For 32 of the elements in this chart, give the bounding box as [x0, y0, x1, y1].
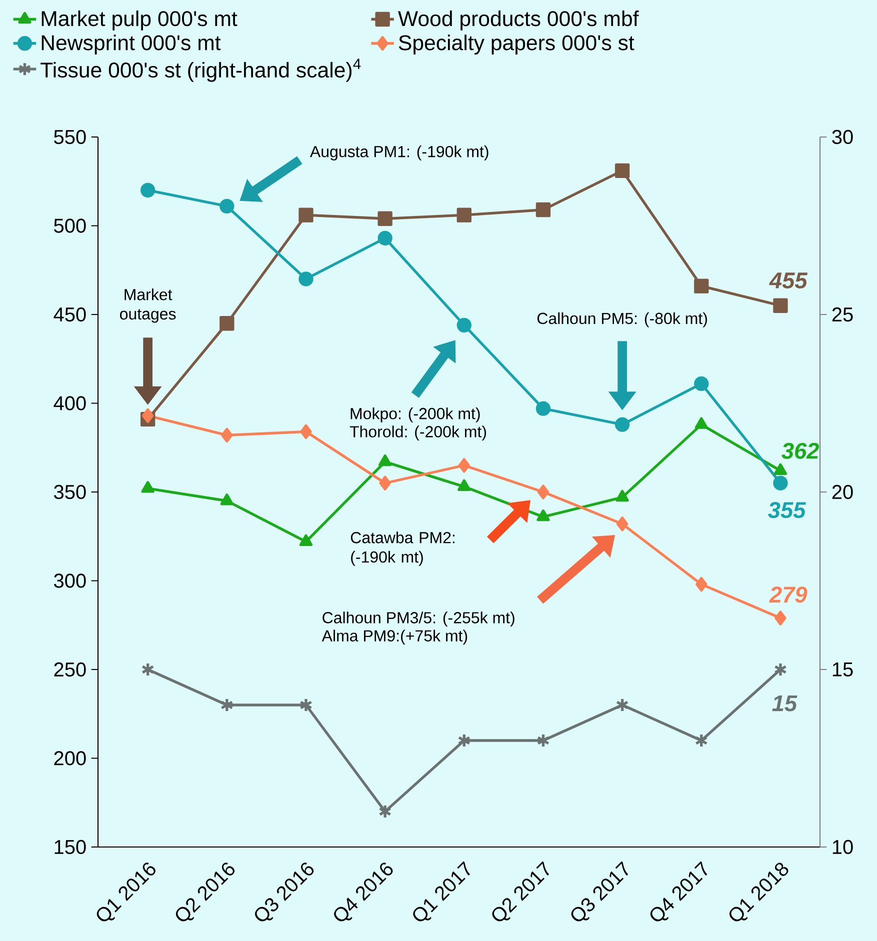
annotation: Thorold: (-200k mt): [350, 426, 486, 441]
y-tick-label: 150: [54, 840, 86, 854]
annotation: Calhoun PM3/5: (-255k mt): [322, 612, 514, 627]
annotation: Alma PM9:(+75k mt): [322, 630, 468, 645]
data-label: 362: [782, 442, 820, 459]
y-tick-label: 250: [54, 662, 86, 677]
annotation: Calhoun PM5: (-80k mt): [537, 312, 707, 328]
annotation: Mokpo: (-200k mt): [350, 408, 480, 422]
y-tick-label: 450: [54, 307, 86, 322]
data-label: 279: [769, 586, 808, 603]
y-tick-label: 550: [54, 130, 86, 144]
y-tick-label: 300: [54, 574, 86, 588]
y-tick-label: 350: [54, 484, 86, 500]
data-label: 455: [769, 272, 808, 288]
data-label: 355: [768, 502, 806, 518]
legend-label: Market pulp 000's mt: [42, 10, 238, 30]
y2-tick-label: 15: [832, 662, 853, 676]
legend-label: Wood products 000's mbf: [398, 10, 639, 30]
annotation: Augusta PM1: (-190k mt): [310, 146, 488, 160]
y2-tick-label: 10: [832, 840, 853, 854]
y-tick-label: 400: [54, 396, 86, 410]
y2-tick-label: 20: [832, 484, 853, 500]
y2-tick-label: 25: [832, 307, 853, 322]
annotation: Catawba PM2: (-190k mt): [350, 532, 454, 566]
data-label: 15: [772, 696, 798, 712]
y2-tick-label: 30: [832, 130, 853, 144]
annotation: Market outages: [120, 288, 176, 323]
legend-label: Newsprint 000's mt: [42, 34, 221, 55]
legend-label: Tissue 000's st (right-hand scale)$^{4}$: [40, 58, 361, 82]
y-tick-label: 500: [54, 218, 86, 233]
legend-label: Specialty papers 000's st: [398, 34, 634, 55]
y-tick-label: 200: [54, 751, 86, 766]
